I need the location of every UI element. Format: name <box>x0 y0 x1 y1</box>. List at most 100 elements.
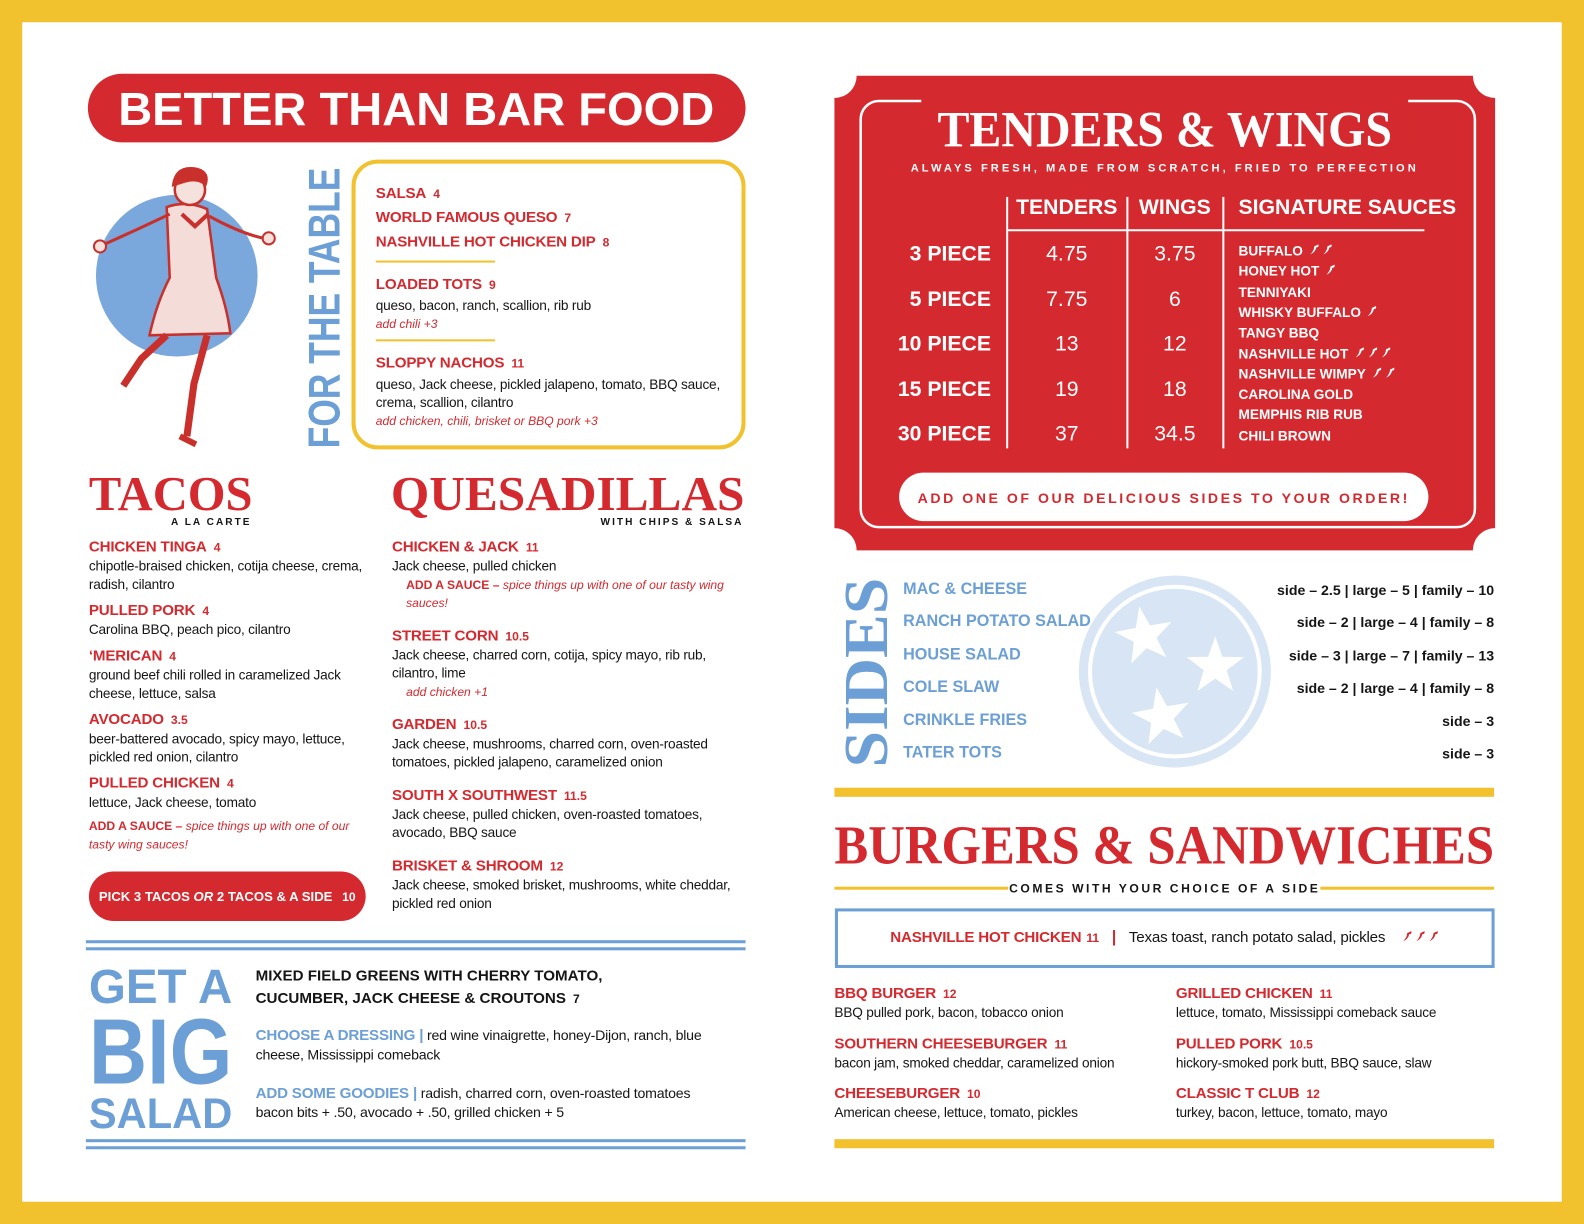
item-description: Carolina BBQ, peach pico, cilantro <box>88 622 291 638</box>
item-name: PULLED PORK <box>88 601 196 620</box>
table-items: SALSA 4 WORLD FAMOUS QUESO 7 NASHVILLE HOT C… <box>375 182 735 430</box>
menu-item: SOUTH X SOUTHWEST 11.5 Jack cheese, pulled… <box>392 786 746 843</box>
menu-item: GRILLED CHICKEN 11 lettuce, tomato, Missis… <box>1176 984 1499 1022</box>
item-heading: SOUTH X SOUTHWEST 11.5 <box>392 786 746 806</box>
note-text: add chili +3 <box>375 317 438 332</box>
divider <box>375 260 495 263</box>
salad-description: MIXED FIELD GREENS WITH CHERRY TOMATO, C… <box>256 965 690 1009</box>
item-name: GARDEN <box>391 716 457 734</box>
row-label: 5 PIECE <box>909 287 992 311</box>
item-name: BRISKET & SHROOM <box>391 857 543 875</box>
item-description: BBQ pulled pork, bacon, tobacco onion <box>834 1004 1064 1020</box>
item-description: queso, bacon, ranch, scallion, rib rub <box>375 297 591 314</box>
heat <box>1323 264 1336 279</box>
item-name: SOUTH X SOUTHWEST <box>391 786 557 804</box>
sauce-name: BUFFALO <box>1238 243 1303 259</box>
item-heading: WORLD FAMOUS QUESO 7 <box>376 206 735 230</box>
sauce: TANGY BBQ <box>1239 325 1324 340</box>
menu-item: NASHVILLE HOT CHICKEN DIP 8 <box>376 230 735 254</box>
sauce: TENNIYAKI <box>1239 284 1315 299</box>
menu-item: AVOCADO 3.5 beer-battered avocado, spicy m… <box>89 710 367 767</box>
item-name: CLASSIC T CLUB <box>1175 1084 1300 1102</box>
heat <box>1352 346 1391 361</box>
item-heading: CHICKEN & JACK 11 <box>392 537 746 557</box>
item-price: 11 <box>1054 1036 1068 1051</box>
header-pill <box>87 73 746 143</box>
menu-item: BBQ BURGER 12 BBQ pulled pork, bacon, toba… <box>834 984 1157 1022</box>
footer-pill <box>899 472 1429 522</box>
column-header: TENDERS <box>1016 195 1118 220</box>
sauce-name: CAROLINA GOLD <box>1238 386 1354 403</box>
item-heading: STREET CORN 10.5 <box>392 626 746 646</box>
item-price: 4 <box>433 186 440 201</box>
item-price: 10.5 <box>1289 1036 1313 1051</box>
deal-price: 10 <box>342 889 356 904</box>
item-heading: PULLED CHICKEN 4 <box>89 774 367 794</box>
side-name: COLE SLAW <box>903 678 1000 697</box>
option-label: ADD SOME GOODIES | <box>255 1084 418 1102</box>
menu-item: CLASSIC T CLUB 12 turkey, bacon, lettuce, … <box>1176 1084 1499 1122</box>
item-heading: LOADED TOTS 9 <box>376 273 735 297</box>
item-description: ground beef chili rolled in caramelized … <box>88 667 341 701</box>
salad-goodies: ADD SOME GOODIES | radish, charred corn,… <box>256 1084 711 1121</box>
menu-item: BRISKET & SHROOM 12 Jack cheese, smoked br… <box>392 856 746 913</box>
deal-text: PICK 3 TACOS OR 2 TACOS & A SIDE 10 <box>89 872 366 921</box>
menu-item: CHICKEN & JACK 11 Jack cheese, pulled chic… <box>392 537 746 612</box>
menu-item: WORLD FAMOUS QUESO 7 <box>376 206 735 230</box>
sauce-name: HONEY HOT <box>1238 263 1320 280</box>
featured-box <box>834 908 1495 968</box>
item-name: CHICKEN TINGA <box>88 538 207 556</box>
item-name: SALSA <box>375 184 427 202</box>
chili-icon <box>1416 931 1425 942</box>
side-name: MAC & CHEESE <box>903 580 1028 598</box>
sauce-name: TANGY BBQ <box>1238 325 1320 341</box>
item-heading: BRISKET & SHROOM 12 <box>392 856 746 876</box>
item-name: AVOCADO <box>88 710 164 729</box>
item-description: lettuce, Jack cheese, tomato <box>88 794 257 810</box>
wings-price: 34.5 <box>1154 422 1196 446</box>
item-price: 4 <box>213 540 221 555</box>
sauce: MEMPHIS RIB RUB <box>1239 407 1367 422</box>
item-description: lettuce, tomato, Mississippi comeback sa… <box>1175 1004 1437 1020</box>
header-title: BETTER THAN BAR FOOD <box>118 83 714 135</box>
item-price: 10 <box>967 1086 981 1101</box>
menu-item: STREET CORN 10.5 Jack cheese, charred corn… <box>392 626 746 701</box>
wings-price: 6 <box>1168 287 1181 311</box>
item-price: 3.5 <box>170 712 188 728</box>
divider <box>375 339 495 342</box>
tenders-price: 4.75 <box>1046 242 1088 266</box>
chili-icon <box>1381 346 1391 357</box>
item-description: turkey, bacon, lettuce, tomato, mayo <box>1175 1105 1388 1121</box>
menu-item: PULLED PORK 10.5 hickory-smoked pork butt,… <box>1176 1034 1499 1072</box>
item-name: NASHVILLE HOT CHICKEN <box>890 929 1082 947</box>
column-header: SIGNATURE SAUCES <box>1238 195 1457 220</box>
item-description: Jack cheese, pulled chicken <box>391 558 557 574</box>
sauce-name: WHISKY BUFFALO <box>1238 304 1361 321</box>
salad-title: SALAD <box>89 1090 232 1137</box>
item-heading: SOUTHERN CHEESEBURGER 11 <box>834 1034 1157 1054</box>
section-title: TACOS <box>89 468 253 521</box>
option-label: CHOOSE A DRESSING | <box>255 1027 424 1045</box>
item-price: 11 <box>525 540 539 555</box>
row-label: 3 PIECE <box>909 242 992 266</box>
section-subtitle: WITH CHIPS & SALSA <box>601 517 744 528</box>
salad-text: MIXED FIELD GREENS WITH CHERRY TOMATO, C… <box>256 965 731 1121</box>
heat <box>1307 243 1333 258</box>
item-heading: CHEESEBURGER 10 <box>834 1084 1157 1104</box>
table-box <box>351 159 746 450</box>
item-price: 10.5 <box>463 718 488 733</box>
item-heading: SALSA 4 <box>376 182 735 206</box>
side-sizes: side – 3 <box>1442 745 1495 762</box>
sauce: BUFFALO <box>1238 243 1334 259</box>
item-heading: CLASSIC T CLUB 12 <box>1176 1084 1499 1104</box>
item-name: PULLED PORK <box>1175 1034 1283 1052</box>
item-price: 4 <box>202 603 210 619</box>
item-description: Jack cheese, pulled chicken, oven-roaste… <box>391 806 703 841</box>
yellow-rule <box>1320 886 1495 890</box>
table-rules <box>1006 196 1425 449</box>
section-title: SIDES <box>831 578 901 768</box>
item-heading: GARDEN 10.5 <box>392 715 746 735</box>
item-heading: ‘MERICAN 4 <box>89 646 367 666</box>
row-label: 30 PIECE <box>897 422 992 446</box>
